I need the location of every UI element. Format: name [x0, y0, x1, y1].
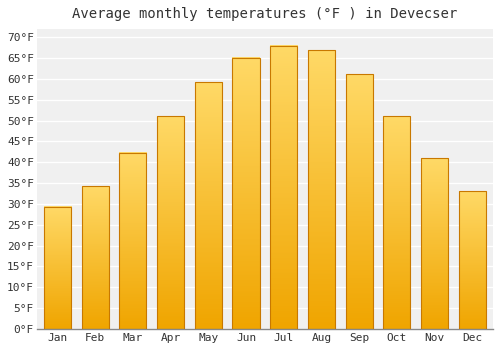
Bar	[270, 46, 297, 329]
Bar	[194, 82, 222, 329]
Title: Average monthly temperatures (°F ) in Devecser: Average monthly temperatures (°F ) in De…	[72, 7, 458, 21]
Bar	[44, 207, 71, 329]
Bar	[232, 58, 260, 329]
Bar	[346, 74, 372, 329]
Bar	[157, 116, 184, 329]
Bar	[82, 186, 109, 329]
Bar	[384, 116, 410, 329]
Bar	[120, 153, 146, 329]
Bar	[421, 158, 448, 329]
Bar	[458, 191, 486, 329]
Bar	[308, 50, 335, 329]
